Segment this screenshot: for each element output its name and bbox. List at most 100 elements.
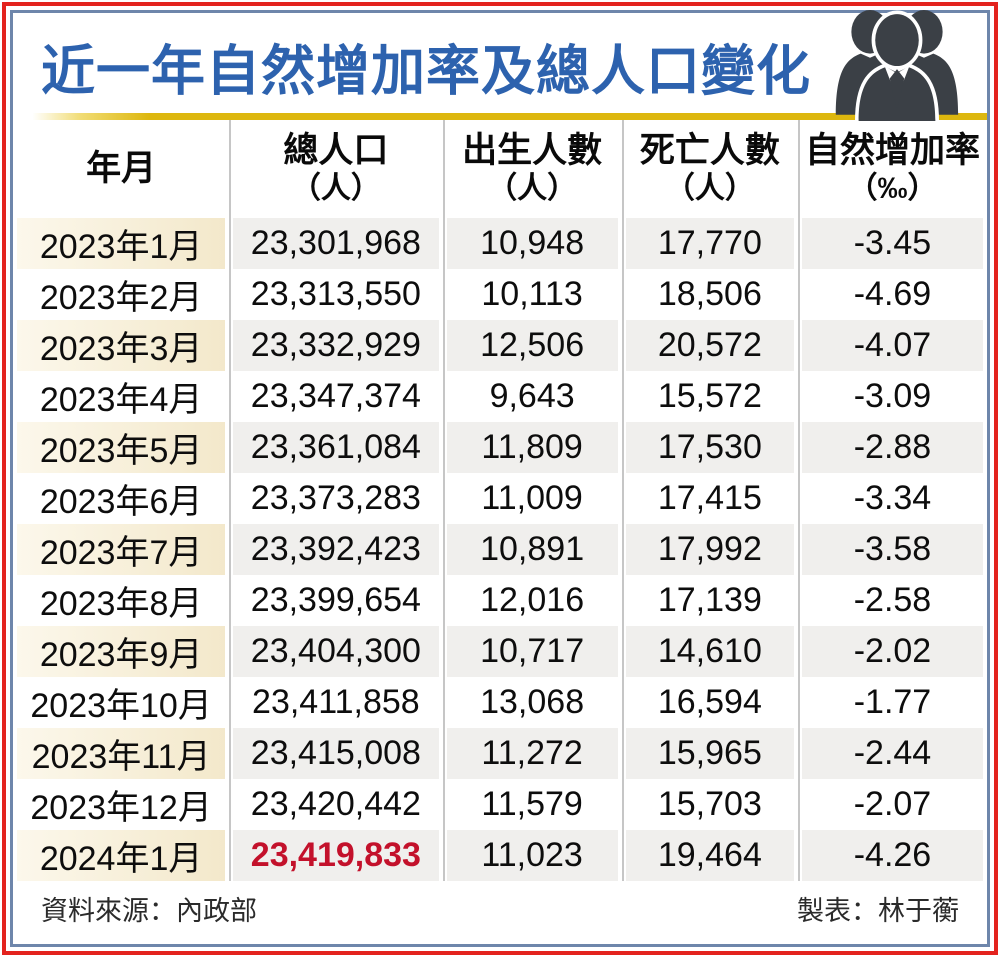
footer: 資料來源：內政部 製表：林于蘅	[13, 881, 987, 944]
cell-rate: -2.58	[853, 581, 932, 619]
table-row: 2023年1月 23,301,968 10,948 17,770 -3.45	[13, 218, 987, 269]
table-row: 2023年4月 23,347,374 9,643 15,572 -3.09	[13, 371, 987, 422]
cell-rate: -3.09	[853, 377, 932, 415]
table-row: 2023年7月 23,392,423 10,891 17,992 -3.58	[13, 524, 987, 575]
cell-births: 11,809	[443, 422, 622, 473]
table-row: 2023年8月 23,399,654 12,016 17,139 -2.58	[13, 575, 987, 626]
cell-births: 10,717	[443, 626, 622, 677]
data-table: 年月 總人口 （人） 出生人數 （人） 死亡人數 （人）	[13, 120, 987, 881]
cell-population: 23,373,283	[250, 479, 421, 517]
cell-population: 23,404,300	[229, 626, 442, 677]
cell-deaths: 17,139	[657, 581, 762, 619]
table-row: 2023年5月 23,361,084 11,809 17,530 -2.88	[13, 422, 987, 473]
cell-births: 11,272	[443, 728, 622, 779]
cell-population: 23,392,423	[229, 524, 442, 575]
cell-month: 2023年12月	[30, 789, 212, 827]
table-row: 2023年6月 23,373,283 11,009 17,415 -3.34	[13, 473, 987, 524]
cell-population: 23,411,858	[252, 683, 420, 721]
cell-population: 23,399,654	[250, 581, 421, 619]
cell-rate: -2.88	[798, 422, 987, 473]
cell-births: 11,023	[443, 830, 622, 881]
cell-rate: -3.58	[798, 524, 987, 575]
cell-population: 23,419,833	[229, 830, 442, 881]
table-row: 2023年2月 23,313,550 10,113 18,506 -4.69	[13, 269, 987, 320]
cell-month: 2023年9月	[13, 626, 229, 677]
table-row: 2023年9月 23,404,300 10,717 14,610 -2.02	[13, 626, 987, 677]
cell-births: 11,009	[481, 479, 583, 517]
cell-births: 9,643	[489, 377, 575, 415]
cell-deaths: 18,506	[657, 275, 762, 313]
column-divider	[798, 120, 801, 881]
cell-deaths: 15,965	[622, 728, 798, 779]
cell-population: 23,420,442	[250, 785, 421, 823]
cell-population: 23,361,084	[229, 422, 442, 473]
cell-month: 2023年5月	[13, 422, 229, 473]
cell-rate: -4.69	[853, 275, 932, 313]
infographic: 近一年自然增加率及總人口變化	[13, 10, 987, 944]
cell-rate: -4.07	[798, 320, 987, 371]
column-divider	[621, 120, 624, 881]
cell-deaths: 17,770	[622, 218, 798, 269]
cell-births: 12,506	[443, 320, 622, 371]
people-group-icon	[817, 9, 977, 125]
cell-deaths: 15,572	[657, 377, 762, 415]
cell-population: 23,313,550	[250, 275, 421, 313]
cell-deaths: 19,464	[622, 830, 798, 881]
cell-births: 11,579	[481, 785, 583, 823]
cell-month: 2023年11月	[13, 728, 229, 779]
cell-month: 2023年8月	[39, 585, 203, 623]
table-row: 2023年12月 23,420,442 11,579 15,703 -2.07	[13, 779, 987, 830]
cell-month: 2023年6月	[39, 483, 203, 521]
cell-deaths: 17,415	[657, 479, 762, 517]
cell-births: 10,948	[443, 218, 622, 269]
header-deaths: 死亡人數 （人）	[639, 130, 780, 206]
cell-month: 2024年1月	[13, 830, 229, 881]
cell-rate: -2.44	[798, 728, 987, 779]
cell-births: 10,891	[443, 524, 622, 575]
cell-deaths: 17,992	[622, 524, 798, 575]
cell-month: 2023年2月	[39, 279, 203, 317]
cell-rate: -1.77	[853, 683, 932, 721]
inner-blue-border: 近一年自然增加率及總人口變化	[10, 10, 990, 947]
cell-rate: -3.34	[853, 479, 932, 517]
column-divider	[229, 120, 232, 881]
cell-deaths: 15,703	[657, 785, 762, 823]
header-rate: 自然增加率 （‰）	[804, 130, 980, 206]
cell-deaths: 17,530	[622, 422, 798, 473]
header-births: 出生人數 （人）	[462, 130, 603, 206]
table-row: 2024年1月 23,419,833 11,023 19,464 -4.26	[13, 830, 987, 881]
cell-month: 2023年10月	[30, 687, 212, 725]
header-month: 年月	[86, 148, 157, 188]
table-row: 2023年10月 23,411,858 13,068 16,594 -1.77	[13, 677, 987, 728]
header-population: 總人口 （人）	[283, 130, 389, 206]
cell-deaths: 20,572	[622, 320, 798, 371]
cell-rate: -4.26	[798, 830, 987, 881]
source-note: 資料來源：內政部	[41, 896, 257, 926]
cell-rate: -2.07	[853, 785, 932, 823]
credit-note: 製表：林于蘅	[797, 896, 959, 926]
cell-births: 10,113	[481, 275, 583, 313]
cell-population: 23,347,374	[250, 377, 421, 415]
cell-month: 2023年7月	[13, 524, 229, 575]
table-row: 2023年3月 23,332,929 12,506 20,572 -4.07	[13, 320, 987, 371]
cell-deaths: 16,594	[657, 683, 762, 721]
gold-divider-rule	[13, 113, 987, 120]
cell-month: 2023年1月	[13, 218, 229, 269]
table-header-row: 年月 總人口 （人） 出生人數 （人） 死亡人數 （人）	[13, 120, 987, 218]
cell-births: 12,016	[480, 581, 585, 619]
column-divider	[442, 120, 445, 881]
cell-month: 2023年4月	[39, 381, 203, 419]
cell-population: 23,415,008	[229, 728, 442, 779]
masthead: 近一年自然增加率及總人口變化	[13, 10, 987, 125]
table-row: 2023年11月 23,415,008 11,272 15,965 -2.44	[13, 728, 987, 779]
page-title: 近一年自然增加率及總人口變化	[41, 41, 811, 102]
cell-rate: -3.45	[798, 218, 987, 269]
cell-population: 23,301,968	[229, 218, 442, 269]
cell-population: 23,332,929	[229, 320, 442, 371]
cell-deaths: 14,610	[622, 626, 798, 677]
table-body: 2023年1月 23,301,968 10,948 17,770 -3.45 2…	[13, 218, 987, 881]
cell-month: 2023年3月	[13, 320, 229, 371]
cell-births: 13,068	[480, 683, 585, 721]
cell-rate: -2.02	[798, 626, 987, 677]
